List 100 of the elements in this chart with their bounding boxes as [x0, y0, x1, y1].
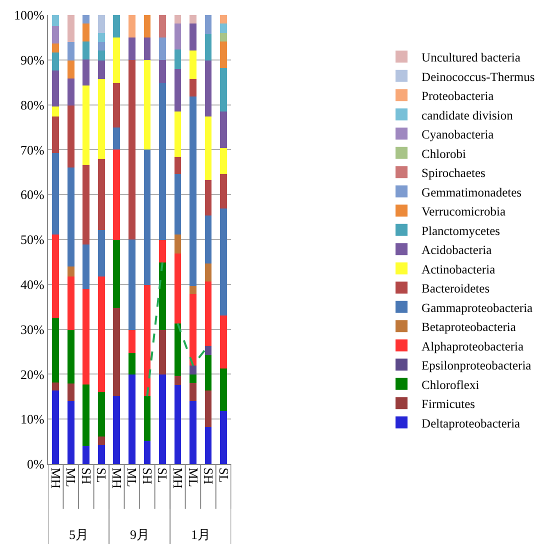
bar: [98, 78, 105, 160]
bar: [159, 330, 166, 375]
bar: [204, 116, 212, 180]
bar: [67, 15, 74, 42]
bar: [67, 330, 74, 384]
bar: [82, 59, 90, 86]
x-tick-label: MH: [170, 468, 186, 489]
y-tick-label: 80%: [20, 97, 45, 112]
y-tick-label: 70%: [20, 142, 45, 158]
bar: [204, 216, 212, 264]
bar: [67, 168, 74, 266]
bar: [52, 44, 60, 52]
bar: [82, 41, 90, 60]
legend-label: Proteobacteria: [422, 89, 494, 103]
bar: [98, 60, 105, 79]
bar: [190, 383, 196, 402]
legend-label: Actinobacteria: [422, 262, 496, 276]
bar: [82, 15, 90, 24]
bar: [113, 82, 120, 128]
bar: [98, 15, 105, 33]
bar: [67, 266, 74, 276]
legend-label: Gammaproteobacteria: [422, 300, 534, 315]
bar: [113, 308, 120, 396]
bar: [174, 156, 182, 174]
bar: [220, 68, 227, 112]
bar: [67, 401, 74, 464]
bar: [159, 82, 166, 240]
bar: [220, 32, 227, 42]
bar: [98, 276, 105, 392]
bar: [159, 374, 166, 464]
legend-label: Alphaproteobacteria: [422, 339, 524, 354]
bar: [52, 234, 60, 318]
y-tick-label: 90%: [20, 52, 45, 68]
bar: [144, 60, 151, 150]
bar: [98, 32, 105, 42]
legend-label: Acidobacteria: [422, 243, 492, 257]
bar: [204, 60, 212, 116]
bar: [52, 52, 60, 71]
bar: [82, 384, 90, 446]
legend-label: Verrucomicrobia: [422, 204, 506, 218]
legend-label: candidate division: [422, 108, 514, 122]
y-tick-label: 40%: [20, 276, 45, 292]
bar: [52, 382, 60, 390]
y-tick-label: 20%: [20, 366, 45, 382]
bar: [190, 374, 196, 384]
bar: [204, 390, 212, 428]
bar: [174, 323, 182, 376]
bar: [174, 253, 182, 324]
bar: [174, 174, 182, 235]
x-tick-label: SH: [140, 468, 155, 484]
bar: [113, 240, 120, 308]
bar: [220, 15, 227, 24]
text: 9月: [130, 527, 150, 542]
bar: [113, 15, 120, 38]
text: 5月: [69, 527, 88, 542]
y-tick-label: 60%: [20, 187, 45, 202]
legend-label: Firmicutes: [422, 397, 476, 411]
legend-label: Epsilonproteobacteria: [422, 358, 532, 372]
bar: [159, 240, 166, 262]
bar: [220, 41, 227, 68]
bar: [174, 384, 182, 464]
bar: [159, 60, 166, 83]
bar: [144, 284, 151, 396]
bar: [204, 263, 212, 282]
bar: [220, 112, 227, 148]
bar: [82, 288, 90, 385]
bar: [174, 15, 182, 24]
bar: [190, 286, 196, 294]
bar: [220, 368, 227, 412]
bar: [190, 50, 196, 79]
bar: [220, 148, 227, 174]
legend-label: Cyanobacteria: [422, 128, 494, 142]
x-tick-label: SH: [78, 468, 94, 484]
legend-label: Chloroflexi: [422, 378, 480, 392]
bar: [128, 330, 136, 354]
bar: [159, 262, 166, 330]
bar: [52, 318, 60, 382]
bar: [220, 174, 227, 209]
bar: [204, 427, 212, 464]
bar: [220, 208, 227, 316]
bar: [204, 346, 212, 355]
x-tick-label: SL: [216, 468, 232, 483]
bar: [52, 15, 60, 26]
bar: [128, 353, 136, 375]
bar: [98, 436, 105, 446]
y-tick-label: 50%: [20, 232, 45, 248]
x-tick-label: SL: [94, 468, 110, 483]
text: 1月: [191, 527, 210, 542]
bar: [144, 37, 151, 60]
bar: [82, 164, 90, 244]
bar: [204, 180, 212, 216]
bar: [128, 374, 136, 464]
bar: [67, 384, 74, 402]
bar: [52, 26, 60, 44]
bar: [128, 60, 136, 240]
bar: [190, 401, 196, 464]
y-tick-label: 10%: [20, 412, 45, 427]
bar: [67, 105, 74, 168]
bar: [113, 396, 120, 464]
x-tick-label: SL: [155, 468, 170, 483]
